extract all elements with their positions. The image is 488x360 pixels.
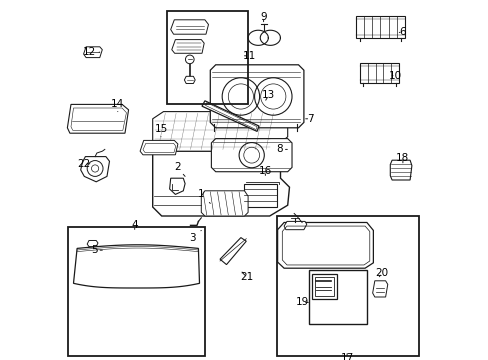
Polygon shape — [169, 178, 185, 194]
Bar — [276, 216, 418, 356]
Text: 20: 20 — [375, 268, 388, 278]
Text: 5: 5 — [90, 245, 102, 255]
Bar — [355, 16, 404, 38]
Polygon shape — [284, 221, 306, 230]
Polygon shape — [170, 20, 208, 34]
Polygon shape — [87, 240, 98, 247]
Polygon shape — [201, 191, 247, 216]
Polygon shape — [152, 151, 289, 216]
Polygon shape — [152, 112, 287, 151]
Polygon shape — [184, 76, 195, 84]
Text: 3: 3 — [189, 230, 201, 243]
Polygon shape — [140, 140, 178, 155]
Polygon shape — [211, 139, 291, 172]
Text: 4: 4 — [131, 220, 138, 230]
Text: 7: 7 — [305, 114, 313, 124]
Text: 10: 10 — [388, 71, 402, 81]
Text: 13: 13 — [262, 90, 275, 100]
Polygon shape — [83, 47, 102, 58]
Polygon shape — [67, 104, 128, 133]
Text: 15: 15 — [154, 124, 167, 137]
Bar — [167, 11, 247, 104]
Bar — [314, 277, 333, 296]
Polygon shape — [372, 281, 387, 297]
Text: 17: 17 — [340, 353, 353, 360]
Text: 14: 14 — [111, 99, 124, 112]
Text: 6: 6 — [399, 27, 406, 37]
Polygon shape — [220, 238, 246, 265]
Circle shape — [87, 161, 103, 176]
Polygon shape — [171, 40, 204, 53]
Polygon shape — [210, 65, 303, 128]
Bar — [309, 270, 366, 324]
Bar — [244, 184, 276, 207]
Text: 22: 22 — [78, 159, 91, 169]
Text: 8: 8 — [276, 144, 287, 154]
Bar — [359, 63, 399, 83]
Text: 18: 18 — [395, 153, 408, 163]
Text: 12: 12 — [83, 47, 100, 57]
Text: 1: 1 — [198, 189, 210, 203]
Text: 9: 9 — [260, 12, 266, 22]
Text: 19: 19 — [296, 297, 309, 307]
Text: 16: 16 — [258, 166, 271, 176]
Polygon shape — [202, 101, 258, 131]
Bar — [68, 227, 204, 356]
Circle shape — [185, 55, 194, 64]
Text: 11: 11 — [242, 51, 255, 61]
Bar — [311, 274, 336, 299]
Polygon shape — [389, 160, 411, 180]
Polygon shape — [81, 157, 109, 182]
Text: 2: 2 — [174, 162, 185, 176]
Polygon shape — [73, 245, 199, 288]
Polygon shape — [277, 222, 373, 268]
Text: 21: 21 — [240, 272, 253, 282]
